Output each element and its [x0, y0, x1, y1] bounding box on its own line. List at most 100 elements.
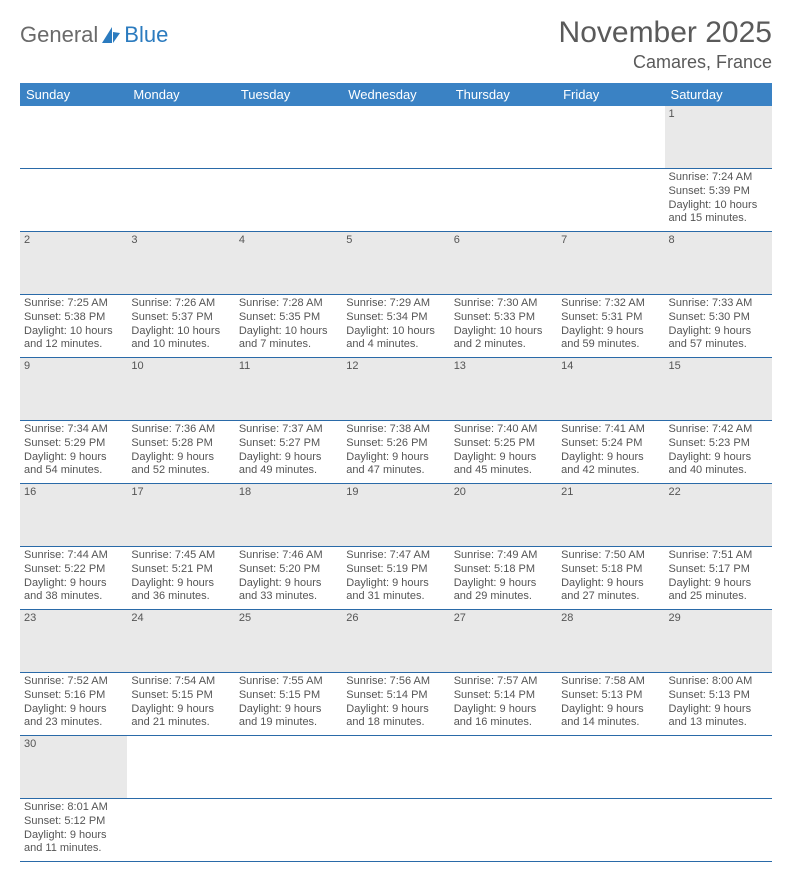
day-detail — [20, 169, 127, 232]
day-number: 17 — [127, 484, 234, 547]
day-number: 25 — [235, 610, 342, 673]
day-detail — [235, 169, 342, 232]
day-number: 9 — [20, 358, 127, 421]
day-number: 16 — [20, 484, 127, 547]
day-detail: Sunrise: 7:42 AMSunset: 5:23 PMDaylight:… — [665, 421, 772, 484]
day-detail: Sunrise: 7:47 AMSunset: 5:19 PMDaylight:… — [342, 547, 449, 610]
day-number: 28 — [557, 610, 664, 673]
location: Camares, France — [559, 52, 772, 73]
day-detail — [342, 799, 449, 862]
day-number — [127, 106, 234, 169]
day-detail: Sunrise: 7:45 AMSunset: 5:21 PMDaylight:… — [127, 547, 234, 610]
day-detail: Sunrise: 7:28 AMSunset: 5:35 PMDaylight:… — [235, 295, 342, 358]
day-detail — [450, 799, 557, 862]
day-detail-row: Sunrise: 7:34 AMSunset: 5:29 PMDaylight:… — [20, 421, 772, 484]
day-detail: Sunrise: 7:55 AMSunset: 5:15 PMDaylight:… — [235, 673, 342, 736]
weekday-header: Saturday — [665, 83, 772, 106]
day-number: 4 — [235, 232, 342, 295]
day-number: 18 — [235, 484, 342, 547]
day-number: 3 — [127, 232, 234, 295]
day-number: 23 — [20, 610, 127, 673]
sail-icon — [100, 25, 122, 45]
day-detail: Sunrise: 8:00 AMSunset: 5:13 PMDaylight:… — [665, 673, 772, 736]
day-detail — [127, 169, 234, 232]
day-number: 22 — [665, 484, 772, 547]
day-number-row: 1 — [20, 106, 772, 169]
day-number — [665, 736, 772, 799]
day-number — [342, 106, 449, 169]
day-number-row: 2345678 — [20, 232, 772, 295]
day-detail: Sunrise: 7:54 AMSunset: 5:15 PMDaylight:… — [127, 673, 234, 736]
day-detail-row: Sunrise: 8:01 AMSunset: 5:12 PMDaylight:… — [20, 799, 772, 862]
day-number — [450, 106, 557, 169]
day-number: 7 — [557, 232, 664, 295]
day-detail: Sunrise: 7:40 AMSunset: 5:25 PMDaylight:… — [450, 421, 557, 484]
day-detail: Sunrise: 7:36 AMSunset: 5:28 PMDaylight:… — [127, 421, 234, 484]
day-detail: Sunrise: 7:41 AMSunset: 5:24 PMDaylight:… — [557, 421, 664, 484]
day-number: 15 — [665, 358, 772, 421]
day-detail: Sunrise: 7:30 AMSunset: 5:33 PMDaylight:… — [450, 295, 557, 358]
month-title: November 2025 — [559, 16, 772, 50]
day-number: 27 — [450, 610, 557, 673]
day-number: 21 — [557, 484, 664, 547]
day-number-row: 9101112131415 — [20, 358, 772, 421]
title-block: November 2025 Camares, France — [559, 16, 772, 73]
day-detail-row: Sunrise: 7:24 AMSunset: 5:39 PMDaylight:… — [20, 169, 772, 232]
day-number — [557, 106, 664, 169]
day-number — [557, 736, 664, 799]
day-number — [342, 736, 449, 799]
day-number: 24 — [127, 610, 234, 673]
day-detail: Sunrise: 7:29 AMSunset: 5:34 PMDaylight:… — [342, 295, 449, 358]
day-number-row: 16171819202122 — [20, 484, 772, 547]
day-number — [235, 736, 342, 799]
day-detail: Sunrise: 7:50 AMSunset: 5:18 PMDaylight:… — [557, 547, 664, 610]
day-number: 6 — [450, 232, 557, 295]
day-detail: Sunrise: 7:51 AMSunset: 5:17 PMDaylight:… — [665, 547, 772, 610]
day-detail — [127, 799, 234, 862]
day-number: 30 — [20, 736, 127, 799]
day-detail — [235, 799, 342, 862]
day-detail: Sunrise: 7:34 AMSunset: 5:29 PMDaylight:… — [20, 421, 127, 484]
calendar-table: Sunday Monday Tuesday Wednesday Thursday… — [20, 83, 772, 862]
day-detail: Sunrise: 7:32 AMSunset: 5:31 PMDaylight:… — [557, 295, 664, 358]
weekday-header: Sunday — [20, 83, 127, 106]
logo: General Blue — [20, 22, 168, 48]
day-detail: Sunrise: 7:56 AMSunset: 5:14 PMDaylight:… — [342, 673, 449, 736]
day-detail-row: Sunrise: 7:25 AMSunset: 5:38 PMDaylight:… — [20, 295, 772, 358]
day-detail — [450, 169, 557, 232]
day-detail — [557, 169, 664, 232]
weekday-header: Friday — [557, 83, 664, 106]
logo-text-blue: Blue — [124, 22, 168, 48]
day-number — [450, 736, 557, 799]
day-detail: Sunrise: 7:46 AMSunset: 5:20 PMDaylight:… — [235, 547, 342, 610]
day-number-row: 23242526272829 — [20, 610, 772, 673]
day-number: 11 — [235, 358, 342, 421]
day-detail: Sunrise: 7:37 AMSunset: 5:27 PMDaylight:… — [235, 421, 342, 484]
day-number — [127, 736, 234, 799]
day-number: 19 — [342, 484, 449, 547]
day-number — [20, 106, 127, 169]
day-detail: Sunrise: 7:24 AMSunset: 5:39 PMDaylight:… — [665, 169, 772, 232]
day-number — [235, 106, 342, 169]
day-number: 14 — [557, 358, 664, 421]
weekday-header-row: Sunday Monday Tuesday Wednesday Thursday… — [20, 83, 772, 106]
day-detail-row: Sunrise: 7:44 AMSunset: 5:22 PMDaylight:… — [20, 547, 772, 610]
day-number: 8 — [665, 232, 772, 295]
day-number: 26 — [342, 610, 449, 673]
header: General Blue November 2025 Camares, Fran… — [20, 16, 772, 73]
logo-text-general: General — [20, 22, 98, 48]
day-detail: Sunrise: 7:25 AMSunset: 5:38 PMDaylight:… — [20, 295, 127, 358]
day-detail: Sunrise: 7:57 AMSunset: 5:14 PMDaylight:… — [450, 673, 557, 736]
day-number: 1 — [665, 106, 772, 169]
day-number: 10 — [127, 358, 234, 421]
day-detail — [342, 169, 449, 232]
weekday-header: Monday — [127, 83, 234, 106]
day-detail-row: Sunrise: 7:52 AMSunset: 5:16 PMDaylight:… — [20, 673, 772, 736]
day-number: 29 — [665, 610, 772, 673]
day-detail: Sunrise: 7:49 AMSunset: 5:18 PMDaylight:… — [450, 547, 557, 610]
weekday-header: Tuesday — [235, 83, 342, 106]
weekday-header: Wednesday — [342, 83, 449, 106]
day-number: 2 — [20, 232, 127, 295]
day-detail: Sunrise: 7:44 AMSunset: 5:22 PMDaylight:… — [20, 547, 127, 610]
weekday-header: Thursday — [450, 83, 557, 106]
